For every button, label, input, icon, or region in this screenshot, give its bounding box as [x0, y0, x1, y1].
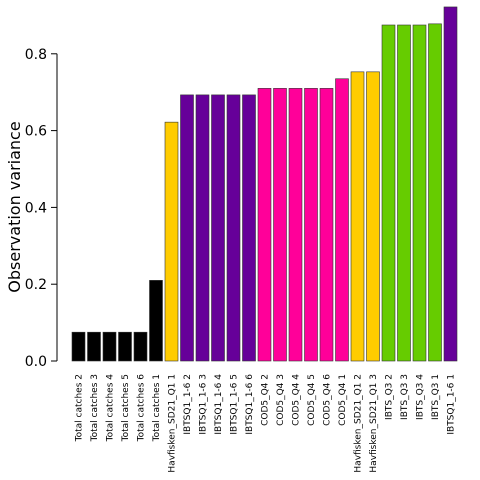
- bar: [242, 94, 256, 362]
- x-tick-label: COD5_Q4 2: [261, 374, 271, 426]
- x-tick-label: IBTS_Q3 2: [385, 374, 395, 420]
- x-tick-label: Total catches 3: [90, 374, 100, 442]
- bar: [381, 24, 396, 362]
- y-tick-label: 0.8: [25, 47, 47, 63]
- bars: [71, 6, 458, 362]
- y-tick-label: 0.2: [25, 277, 47, 293]
- bar: [102, 331, 117, 362]
- x-tick-label: COD5_Q4 1: [338, 374, 348, 426]
- bar: [335, 78, 349, 362]
- x-tick-label: IBTSQ1_1-6 6: [245, 374, 255, 435]
- x-tick-label: IBTS_Q3 3: [400, 374, 410, 420]
- x-tick-label: IBTSQ1_1-6 1: [447, 374, 457, 435]
- x-tick-label: COD5_Q4 3: [276, 374, 286, 426]
- bar: [71, 331, 86, 362]
- y-axis-label: Observation variance: [5, 121, 24, 292]
- bar: [412, 24, 427, 362]
- x-tick-label: IBTS_Q3 4: [416, 374, 426, 420]
- bar: [133, 331, 148, 362]
- bar: [304, 88, 318, 362]
- bar: [211, 94, 225, 362]
- bar: [180, 94, 194, 362]
- bar: [319, 88, 334, 362]
- bar: [350, 71, 365, 362]
- bar: [273, 88, 287, 362]
- bar: [164, 121, 179, 362]
- bar: [397, 24, 411, 362]
- bar: [428, 23, 442, 362]
- bar: [257, 88, 272, 362]
- x-tick-label: Havfisken_SD21_Q1 1: [168, 374, 178, 473]
- x-tick-label: Total catches 2: [75, 374, 85, 442]
- bar: [118, 331, 132, 362]
- x-tick-label: COD5_Q4 5: [307, 374, 317, 426]
- x-tick-label: IBTS_Q3 1: [431, 374, 441, 420]
- x-tick-label: IBTSQ1_1-6 4: [214, 374, 224, 435]
- y-tick-label: 0.6: [25, 124, 47, 140]
- x-tick-label: Havfisken_SD21_Q1 2: [354, 374, 364, 473]
- bar: [366, 71, 380, 362]
- x-tick-label: COD5_Q4 4: [292, 374, 302, 426]
- y-tick-label: 0.4: [25, 200, 47, 216]
- bar: [149, 280, 163, 362]
- x-tick-labels: Total catches 2 Total catches 3 Total catc…: [75, 374, 457, 473]
- bar: [195, 94, 210, 362]
- y-axis: 0.0 0.2 0.4 0.6 0.8: [25, 47, 58, 370]
- x-tick-label: IBTSQ1_1-6 5: [230, 374, 240, 435]
- x-tick-label: Total catches 6: [137, 374, 147, 443]
- bar: [87, 331, 101, 362]
- bar: [226, 94, 241, 362]
- bar: [443, 6, 458, 362]
- y-tick-label: 0.0: [25, 354, 47, 370]
- x-tick-label: IBTSQ1_1-6 3: [199, 374, 209, 435]
- bar: [288, 88, 303, 362]
- x-tick-label: Total catches 4: [106, 374, 116, 443]
- x-tick-label: Total catches 5: [121, 374, 131, 442]
- x-tick-label: IBTSQ1_1-6 2: [183, 374, 193, 435]
- x-tick-label: Havfisken_SD21_Q1 3: [369, 374, 379, 473]
- x-tick-label: Total catches 1: [152, 374, 162, 442]
- x-tick-label: COD5_Q4 6: [323, 374, 333, 426]
